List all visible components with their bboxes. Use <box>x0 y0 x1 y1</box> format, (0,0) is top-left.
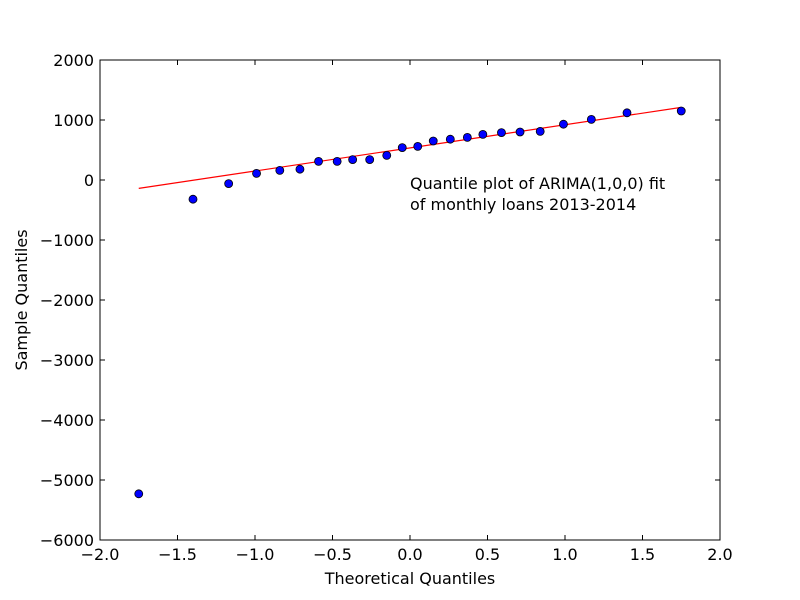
series-layer <box>134 106 686 499</box>
y-axis-ticks: −6000 −5000 −4000 −3000 −2000 −1000 0 1000 2000 <box>40 51 720 550</box>
y-tick-label: −5000 <box>40 471 94 490</box>
data-point <box>413 141 423 151</box>
data-point <box>676 106 686 116</box>
data-point <box>428 136 438 146</box>
data-point <box>515 127 525 137</box>
y-axis-label: Sample Quantiles <box>12 229 31 370</box>
x-tick-label: 0.5 <box>475 545 500 564</box>
data-point <box>332 156 342 166</box>
x-tick-label: 0.0 <box>397 545 422 564</box>
data-point <box>586 115 596 124</box>
data-point <box>382 150 392 160</box>
y-tick-label: −3000 <box>40 351 94 370</box>
data-point <box>622 108 632 118</box>
y-tick-label: −2000 <box>40 291 94 310</box>
x-tick-label: −1.5 <box>158 545 197 564</box>
data-point <box>397 143 407 153</box>
annotation-line-1: Quantile plot of ARIMA(1,0,0) fit <box>410 174 665 193</box>
data-point <box>188 194 198 204</box>
data-point <box>462 132 472 142</box>
x-tick-label: −0.5 <box>313 545 352 564</box>
y-tick-label: 2000 <box>53 51 94 70</box>
x-tick-label: 2.0 <box>707 545 732 564</box>
data-point <box>348 155 358 165</box>
data-point <box>134 489 144 499</box>
y-tick-label: 1000 <box>53 111 94 130</box>
data-point <box>224 179 234 189</box>
data-point <box>275 165 285 175</box>
data-point <box>497 128 506 138</box>
data-point <box>478 129 488 139</box>
plot-area <box>99 59 721 541</box>
data-point <box>295 164 305 174</box>
y-tick-label: −1000 <box>40 231 94 250</box>
data-point <box>445 134 455 144</box>
x-tick-label: −2.0 <box>81 545 120 564</box>
data-point <box>365 155 375 165</box>
y-tick-label: −4000 <box>40 411 94 430</box>
y-tick-label: −6000 <box>40 531 94 550</box>
x-tick-label: 1.5 <box>630 545 655 564</box>
data-point <box>314 156 323 166</box>
x-axis-label: Theoretical Quantiles <box>324 569 496 588</box>
y-tick-label: 0 <box>84 171 94 190</box>
data-point <box>535 126 545 136</box>
data-point <box>252 168 261 178</box>
data-point <box>559 119 568 129</box>
x-axis-ticks: −2.0 −1.5 −1.0 −0.5 0.0 0.5 1.0 1.5 2.0 <box>81 60 733 564</box>
x-tick-label: −1.0 <box>236 545 275 564</box>
annotation-line-2: of monthly loans 2013-2014 <box>410 195 636 214</box>
x-tick-label: 1.0 <box>552 545 577 564</box>
